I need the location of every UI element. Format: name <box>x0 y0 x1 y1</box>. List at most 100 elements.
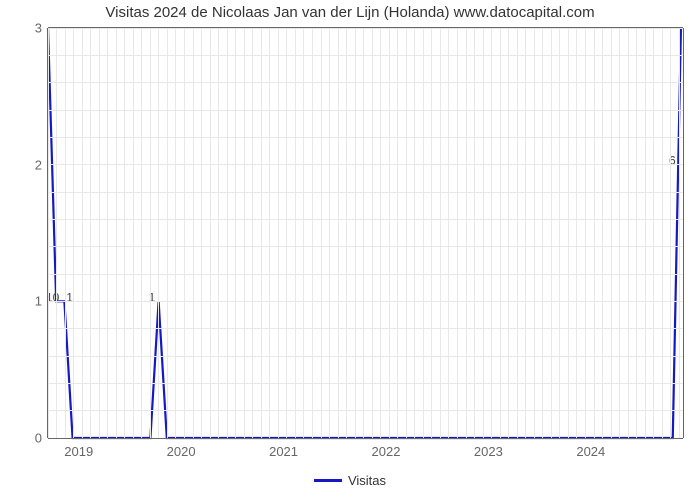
gridline-v <box>483 28 484 438</box>
gridline-v <box>508 28 509 438</box>
gridline-v <box>116 28 117 438</box>
gridline-v <box>261 28 262 438</box>
gridline-v <box>551 28 552 438</box>
gridline-v <box>227 28 228 438</box>
gridline-v <box>474 28 475 438</box>
chart-title: Visitas 2024 de Nicolaas Jan van der Lij… <box>0 4 700 21</box>
gridline-v <box>380 28 381 438</box>
gridline-v <box>363 28 364 438</box>
gridline-v <box>406 28 407 438</box>
legend-label: Visitas <box>348 473 386 488</box>
gridline-v <box>56 28 57 438</box>
gridline-v <box>517 28 518 438</box>
gridline-v <box>389 28 390 438</box>
gridline-v <box>423 28 424 438</box>
gridline-v <box>218 28 219 438</box>
visits-chart: Visitas 2024 de Nicolaas Jan van der Lij… <box>0 0 700 500</box>
right-border <box>683 28 684 438</box>
gridline-v <box>150 28 151 438</box>
gridline-v <box>278 28 279 438</box>
gridline-v <box>440 28 441 438</box>
gridline-v <box>448 28 449 438</box>
gridline-v <box>372 28 373 438</box>
gridline-v <box>466 28 467 438</box>
gridline-h <box>48 164 683 165</box>
gridline-h <box>48 328 683 329</box>
gridline-v <box>158 28 159 438</box>
gridline-v <box>107 28 108 438</box>
gridline-v <box>141 28 142 438</box>
gridline-v <box>295 28 296 438</box>
gridline-v <box>611 28 612 438</box>
gridline-v <box>346 28 347 438</box>
gridline-h <box>48 55 683 56</box>
gridline-h <box>48 410 683 411</box>
gridline-v <box>534 28 535 438</box>
x-tick-label: 2019 <box>64 444 93 459</box>
top-border <box>48 27 683 28</box>
gridline-v <box>286 28 287 438</box>
gridline-h <box>48 383 683 384</box>
gridline-h <box>48 192 683 193</box>
y-tick-label: 3 <box>35 21 42 36</box>
gridline-v <box>235 28 236 438</box>
gridline-v <box>594 28 595 438</box>
gridline-v <box>65 28 66 438</box>
gridline-v <box>679 28 680 438</box>
gridline-v <box>397 28 398 438</box>
gridline-v <box>99 28 100 438</box>
x-tick-label: 2021 <box>269 444 298 459</box>
line-layer: 10116 <box>48 28 683 438</box>
gridline-v <box>355 28 356 438</box>
gridline-v <box>90 28 91 438</box>
y-axis <box>47 28 48 438</box>
gridline-v <box>184 28 185 438</box>
gridline-v <box>210 28 211 438</box>
gridline-v <box>585 28 586 438</box>
gridline-h <box>48 110 683 111</box>
gridline-v <box>576 28 577 438</box>
gridline-h <box>48 137 683 138</box>
gridline-v <box>312 28 313 438</box>
gridline-v <box>167 28 168 438</box>
gridline-v <box>457 28 458 438</box>
gridline-v <box>653 28 654 438</box>
gridline-v <box>431 28 432 438</box>
gridline-v <box>662 28 663 438</box>
gridline-h <box>48 274 683 275</box>
gridline-h <box>48 219 683 220</box>
y-tick-label: 1 <box>35 294 42 309</box>
gridline-h <box>48 246 683 247</box>
gridline-h <box>48 301 683 302</box>
y-tick-label: 2 <box>35 157 42 172</box>
gridline-h <box>48 356 683 357</box>
gridline-v <box>500 28 501 438</box>
gridline-v <box>619 28 620 438</box>
gridline-v <box>491 28 492 438</box>
x-tick-label: 2024 <box>576 444 605 459</box>
gridline-v <box>338 28 339 438</box>
gridline-v <box>636 28 637 438</box>
legend: Visitas <box>0 472 700 488</box>
gridline-v <box>269 28 270 438</box>
x-tick-label: 2023 <box>474 444 503 459</box>
y-tick-label: 0 <box>35 431 42 446</box>
x-tick-label: 2022 <box>372 444 401 459</box>
x-tick-label: 2020 <box>167 444 196 459</box>
gridline-v <box>414 28 415 438</box>
gridline-v <box>244 28 245 438</box>
gridline-v <box>303 28 304 438</box>
gridline-h <box>48 82 683 83</box>
gridline-v <box>628 28 629 438</box>
gridline-v <box>201 28 202 438</box>
gridline-v <box>124 28 125 438</box>
gridline-v <box>542 28 543 438</box>
gridline-v <box>525 28 526 438</box>
plot-area: 10116 0123201920202021202220232024 <box>48 28 683 438</box>
series-line <box>48 28 681 438</box>
gridline-v <box>568 28 569 438</box>
gridline-v <box>133 28 134 438</box>
gridline-v <box>82 28 83 438</box>
gridline-v <box>670 28 671 438</box>
gridline-v <box>252 28 253 438</box>
